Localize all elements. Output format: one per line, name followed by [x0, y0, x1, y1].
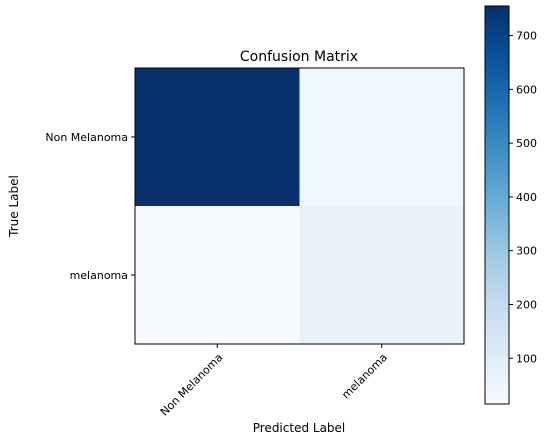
colorbar-tick-label: 200	[516, 299, 537, 312]
heatmap-cell	[135, 68, 300, 206]
colorbar-tick-label: 500	[516, 137, 537, 150]
heatmap-cell	[135, 206, 300, 344]
heatmap-cell	[299, 68, 464, 206]
plot-frame	[134, 67, 465, 345]
colorbar-tick-label: 100	[516, 352, 537, 365]
y-tick-label: Non Melanoma	[45, 131, 128, 144]
colorbar	[484, 5, 510, 405]
y-tick-label: melanoma	[70, 269, 128, 282]
x-tick-label: Non Melanoma	[158, 351, 226, 419]
x-tick-label: melanoma	[339, 351, 390, 402]
x-axis: Non Melanoma melanoma	[158, 344, 390, 419]
y-axis: Non Melanoma melanoma	[45, 131, 135, 282]
colorbar-ticks: 100 200 300 400 500 600 700	[509, 30, 537, 365]
colorbar-tick-label: 300	[516, 245, 537, 258]
x-axis-label: Predicted Label	[253, 421, 346, 435]
heatmap-cells	[135, 68, 464, 344]
y-axis-label: True Label	[7, 175, 21, 238]
colorbar-tick-label: 400	[516, 191, 537, 204]
chart-title: Confusion Matrix	[240, 49, 358, 65]
colorbar-tick-label: 600	[516, 83, 537, 96]
colorbar-tick-label: 700	[516, 30, 537, 43]
heatmap-cell	[299, 206, 464, 344]
